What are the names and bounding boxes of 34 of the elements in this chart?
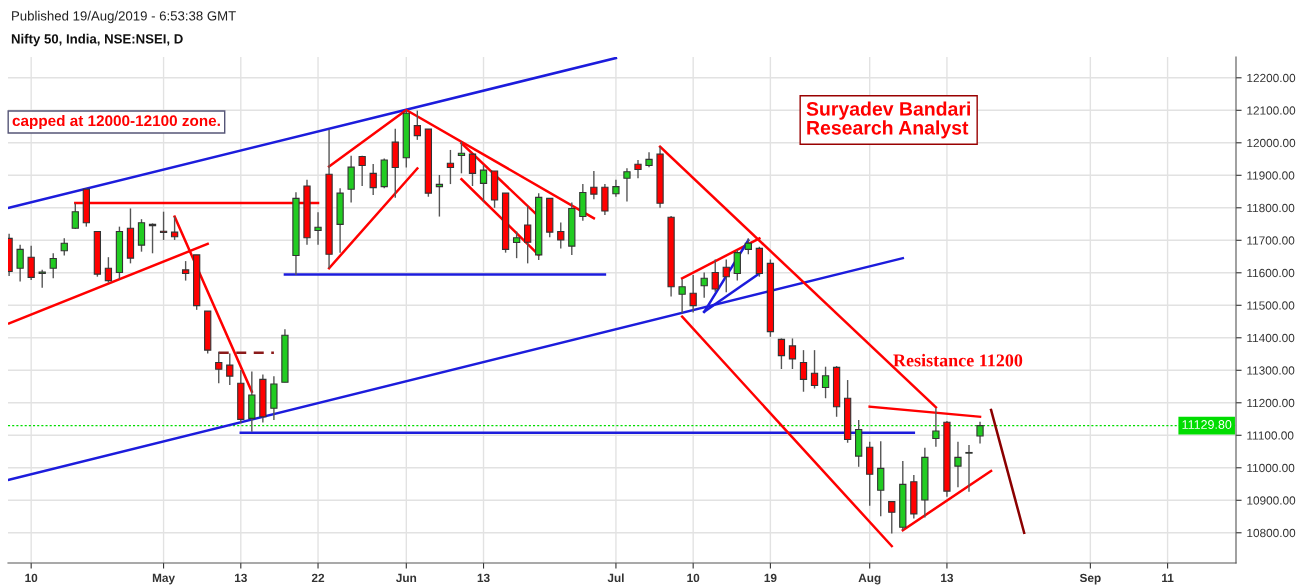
y-tick-label: 11000.00 [1247,463,1295,473]
y-tick-label: 12000.00 [1247,138,1296,148]
x-tick-label: May [152,573,175,585]
y-tick-label: 11500.00 [1247,301,1295,310]
annotation: Resistance 11200 [893,353,1023,367]
y-tick-label: 10800.00 [1247,528,1296,538]
annotation: capped at 12000-12100 zone. [12,114,220,130]
annotation: Suryadev Bandari Research Analyst [806,101,970,139]
y-tick-label: 11600.00 [1247,268,1295,278]
y-tick-label: 11300.00 [1247,366,1295,375]
y-tick-label: 10900.00 [1247,496,1296,505]
x-tick-label: 11 [1162,573,1174,582]
ref-line-label: 11129.80 [1182,420,1232,429]
x-tick-label: 22 [311,573,325,582]
y-tick-label: 12200.00 [1247,73,1296,83]
x-tick-label: Aug [858,573,881,585]
y-tick-label: 11700.00 [1247,236,1295,245]
x-tick-label: 13 [234,573,247,583]
y-tick-label: 11800.00 [1247,203,1295,213]
x-tick-label: Jun [395,573,417,583]
x-tick-label: 10 [687,573,700,583]
y-tick-label: 11100.00 [1247,431,1294,440]
y-tick-label: 11400.00 [1247,333,1295,343]
x-tick-label: Sep [1079,573,1101,585]
x-tick-label: 13 [477,573,490,583]
x-tick-label: 13 [941,573,954,583]
y-tick-label: 12100.00 [1247,106,1296,115]
x-tick-label: 10 [25,573,38,583]
y-tick-label: 11900.00 [1247,171,1295,180]
chart-title: Nifty 50, India, NSE:NSEI, D [11,33,183,47]
x-tick-label: 19 [764,573,777,583]
x-tick-label: Jul [607,573,624,583]
y-tick-label: 11200.00 [1247,398,1295,408]
chart-subtitle: Published 19/Aug/2019 - 6:53:38 GMT [12,10,236,24]
